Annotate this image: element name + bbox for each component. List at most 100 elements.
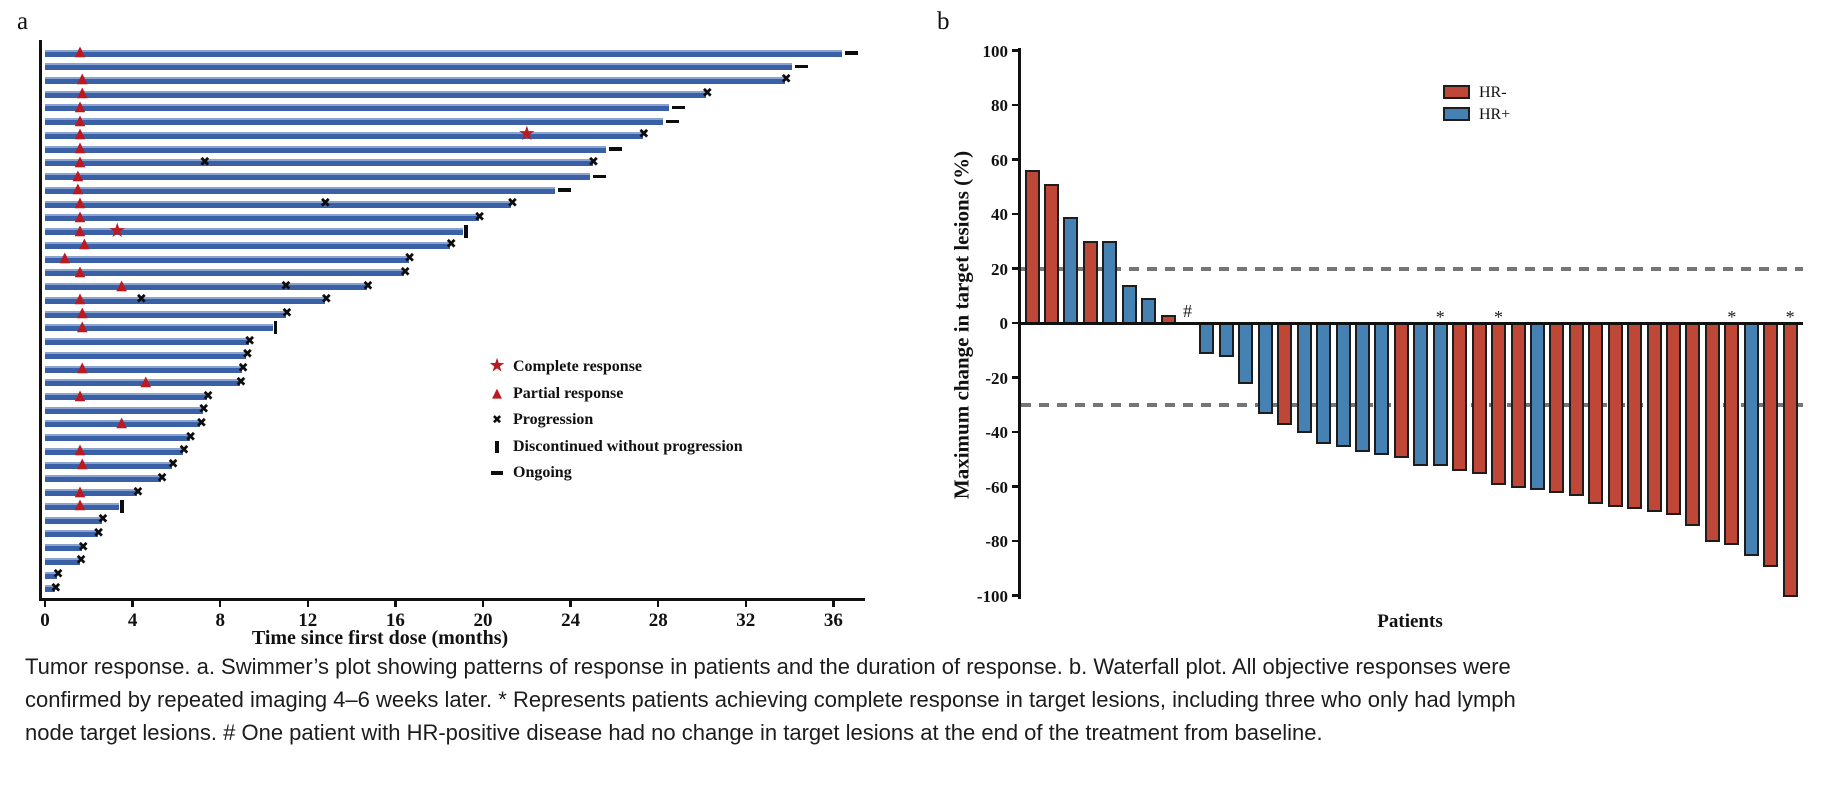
partial-response-marker: ▲ xyxy=(76,455,88,472)
waterfall-y-tick-label: 100 xyxy=(982,41,1009,61)
ongoing-marker xyxy=(558,188,572,192)
progression-marker: ✖ xyxy=(198,402,210,418)
progression-marker: ✖ xyxy=(780,72,792,88)
ongoing-legend-icon xyxy=(491,471,503,475)
waterfall-bar xyxy=(1238,322,1254,384)
waterfall-y-tick xyxy=(1012,103,1019,107)
waterfall-bar xyxy=(1549,322,1565,493)
partial-response-marker: ▲ xyxy=(74,111,86,128)
swimmer-bar xyxy=(45,461,173,469)
discontinued-marker xyxy=(273,321,278,335)
waterfall-y-tick xyxy=(1012,49,1019,52)
swimmer-legend-item: ▲ Partial response xyxy=(487,383,787,405)
bar-annotation: * xyxy=(1494,307,1504,327)
discontinued-marker xyxy=(464,225,468,239)
swimmer-x-tick-label: 16 xyxy=(385,610,405,631)
waterfall-bar xyxy=(1063,216,1079,324)
swimmer-x-tick xyxy=(131,598,134,607)
caption-line-1: Tumor response. a. Swimmer’s plot showin… xyxy=(25,654,1511,679)
swimmer-bar xyxy=(45,241,451,249)
progression-marker: ✖ xyxy=(178,443,190,459)
partial-response-marker: ▲ xyxy=(74,496,86,513)
waterfall-y-tick xyxy=(1012,539,1019,543)
partial-response-marker: ▲ xyxy=(76,318,88,335)
waterfall-bar xyxy=(1432,322,1448,466)
waterfall-bar xyxy=(1218,322,1234,357)
progression-marker: ✖ xyxy=(185,429,196,445)
waterfall-bar xyxy=(1374,322,1390,455)
waterfall-bar xyxy=(1529,322,1545,491)
waterfall-legend-item: HR- xyxy=(1443,84,1563,102)
waterfall-bar xyxy=(1724,322,1740,545)
swimmer-bar xyxy=(45,489,137,497)
waterfall-y-tick xyxy=(1012,430,1019,434)
progression-marker: ✖ xyxy=(319,195,331,211)
swimmer-x-tick-label: 28 xyxy=(648,610,668,631)
progression-marker: ✖ xyxy=(196,415,207,431)
waterfall-bar xyxy=(1491,322,1507,485)
progression-marker: ✖ xyxy=(93,525,104,541)
swimmer-bar xyxy=(45,49,843,57)
swimmer-x-axis xyxy=(39,598,865,601)
partial-response-marker: ▲ xyxy=(72,166,84,183)
progression-marker: ✖ xyxy=(237,360,249,376)
swimmer-x-tick xyxy=(43,598,47,607)
waterfall-bar xyxy=(1393,322,1409,458)
waterfall-bar xyxy=(1354,322,1370,453)
waterfall-bar xyxy=(1257,322,1273,414)
swimmer-x-tick xyxy=(218,598,222,607)
swimmer-bar xyxy=(45,118,663,126)
partial-response-marker: ▲ xyxy=(116,276,128,293)
caption-line-2: confirmed by repeated imaging 4–6 weeks … xyxy=(25,687,1516,712)
swimmer-bar xyxy=(45,530,98,538)
waterfall-bar xyxy=(1743,322,1759,556)
swimmer-legend-label: Discontinued without progression xyxy=(513,437,743,455)
waterfall-y-tick-label: -80 xyxy=(985,532,1008,551)
swimmer-bar xyxy=(45,159,593,167)
swimmer-legend-label: Complete response xyxy=(513,358,643,375)
waterfall-y-tick-label: -100 xyxy=(976,586,1008,606)
panel-b-label: b xyxy=(937,8,950,35)
swimmer-bar xyxy=(45,186,556,194)
partial-response-marker: ▲ xyxy=(74,98,86,115)
partial-response-marker: ▲ xyxy=(116,414,128,431)
progression-marker: ✖ xyxy=(244,333,256,349)
swimmer-x-axis-title: Time since first dose (months) xyxy=(251,627,509,649)
swimmer-x-tick xyxy=(394,598,397,607)
progression-marker: ✖ xyxy=(281,305,293,321)
swimmer-x-tick-label: 20 xyxy=(473,610,493,631)
waterfall-bar xyxy=(1335,322,1351,447)
waterfall-bar xyxy=(1121,284,1137,324)
swimmer-bar xyxy=(45,475,162,483)
partial-response-marker: ▲ xyxy=(72,180,84,197)
swimmer-x-tick-label: 32 xyxy=(736,610,756,631)
waterfall-y-tick xyxy=(1012,376,1019,379)
swimmer-bar xyxy=(45,131,643,139)
swimmer-bar xyxy=(45,420,201,428)
waterfall-y-tick xyxy=(1012,212,1019,216)
waterfall-bar xyxy=(1666,322,1682,515)
swimmer-bar xyxy=(45,324,273,332)
waterfall-y-tick-label: 0 xyxy=(999,314,1009,333)
reference-line xyxy=(1021,402,1803,407)
swimmer-legend-label: Ongoing xyxy=(513,464,572,481)
progression-marker: ✖ xyxy=(638,127,650,143)
waterfall-bar xyxy=(1082,241,1098,324)
partial-response-legend-icon: ▲ xyxy=(492,385,502,401)
waterfall-legend-item: HR+ xyxy=(1443,106,1563,124)
ongoing-marker xyxy=(845,51,859,55)
swimmer-bar xyxy=(45,557,81,565)
bar-annotation: * xyxy=(1435,307,1445,327)
swimmer-bar xyxy=(45,63,792,71)
partial-response-marker: ▲ xyxy=(74,441,86,458)
swimmer-bar xyxy=(45,173,591,181)
waterfall-x-axis-title: Patients xyxy=(1377,611,1443,632)
swimmer-x-tick-label: 4 xyxy=(127,610,138,631)
swimmer-bar xyxy=(45,351,247,359)
ongoing-marker xyxy=(672,105,686,110)
waterfall-bar xyxy=(1277,322,1293,425)
swimmer-legend-label: Partial response xyxy=(513,384,624,402)
waterfall-y-tick-label: 20 xyxy=(991,259,1008,279)
progression-marker: ✖ xyxy=(167,457,179,473)
figure-caption: Tumor response. a. Swimmer’s plot showin… xyxy=(25,650,1815,749)
